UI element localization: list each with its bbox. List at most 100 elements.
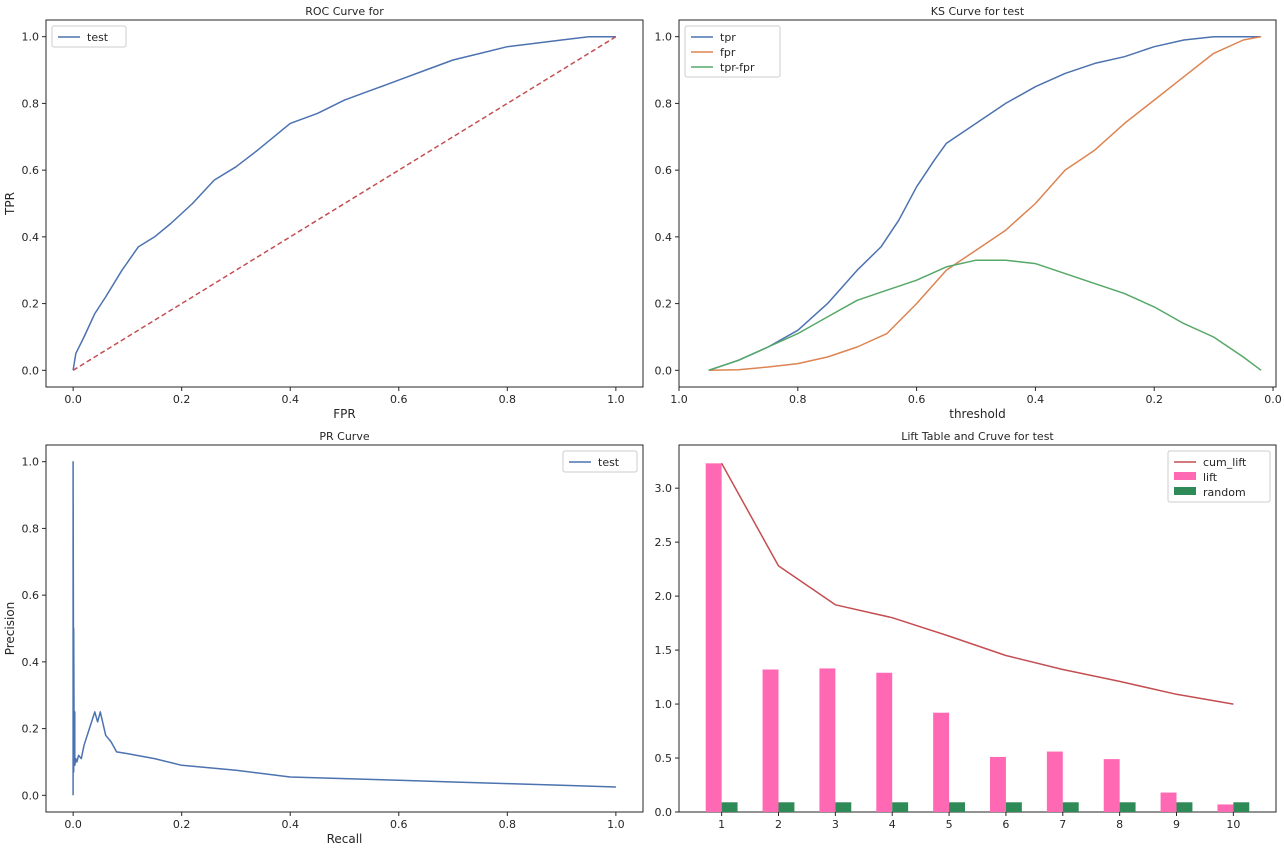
bar-lift: [876, 672, 893, 812]
x-tick-label: 0.8: [789, 393, 807, 406]
chart-title: ROC Curve for: [305, 5, 384, 18]
chart-pr: PR Curve Recall Precision 0.0 0.2 0.4 0.6 0.8 1.…: [3, 430, 644, 846]
legend-label: test: [87, 31, 109, 44]
x-tick-label: 5: [946, 818, 953, 831]
y-tick-label: 0.2: [655, 298, 673, 311]
bar-lift: [1046, 751, 1063, 812]
x-tick-label: 0.2: [1145, 393, 1163, 406]
line-diagonal: [72, 36, 617, 371]
legend-label: test: [598, 456, 620, 469]
bar-lift: [705, 463, 722, 812]
y-tick-label: 0.4: [655, 231, 673, 244]
bar-lift: [1103, 759, 1120, 812]
bar-random: [949, 802, 965, 812]
legend-frame: [562, 450, 638, 473]
y-tick-label: 2.5: [655, 536, 673, 549]
bar-random: [721, 802, 738, 812]
legend: test: [51, 25, 127, 48]
chart-title: PR Curve: [319, 430, 369, 443]
x-tick-label: 3: [832, 818, 839, 831]
legend-label: random: [1203, 486, 1246, 499]
bar-random: [1233, 802, 1250, 812]
bar-lift: [819, 668, 836, 812]
y-tick-label: 3.0: [655, 482, 673, 495]
y-tick-label: 0.6: [655, 164, 673, 177]
y-tick-label: 0.0: [655, 364, 673, 377]
y-tick-label: 0.8: [22, 97, 40, 110]
x-tick-label: 0.8: [499, 818, 517, 831]
y-tick-label: 0.6: [22, 164, 40, 177]
bar-random: [1176, 802, 1193, 812]
bar-lift: [1217, 804, 1234, 812]
plot-frame: [678, 444, 1277, 813]
x-tick-label: 9: [1173, 818, 1180, 831]
bar-random: [778, 802, 795, 812]
x-tick-label: 1.0: [607, 818, 625, 831]
bar-lift: [990, 756, 1006, 812]
x-tick-label: 0.6: [908, 393, 926, 406]
y-tick-label: 0.2: [22, 723, 40, 736]
x-tick-label: 0.4: [1027, 393, 1045, 406]
chart-roc: ROC Curve for FPR TPR 0.0 0.2 0.4 0.6 0.8 1.0 0.0…: [3, 5, 644, 421]
x-tick-label: 0.4: [281, 818, 299, 831]
y-axis-label: Precision: [3, 602, 17, 656]
x-tick-label: 0.4: [281, 393, 299, 406]
y-tick-label: 0.8: [655, 97, 673, 110]
bar-random: [1005, 802, 1022, 812]
x-tick-label: 0.2: [173, 818, 191, 831]
y-tick-label: 0.6: [22, 589, 40, 602]
legend-label: lift: [1203, 471, 1218, 484]
y-tick-label: 1.0: [22, 456, 40, 469]
x-tick-label: 1.0: [607, 393, 625, 406]
x-axis-label: FPR: [333, 407, 355, 421]
line-tpr-fpr: [708, 259, 1262, 372]
chart-title: Lift Table and Cruve for test: [901, 430, 1054, 443]
y-tick-label: 0.8: [22, 522, 40, 535]
legend: tpr fpr tpr-fpr: [684, 25, 781, 78]
bar-random: [1062, 802, 1079, 812]
x-tick-label: 0.8: [499, 393, 517, 406]
x-tick-label: 8: [1116, 818, 1123, 831]
x-tick-label: 1.0: [670, 393, 688, 406]
x-tick-label: 2: [775, 818, 782, 831]
x-axis-label: Recall: [327, 832, 363, 846]
x-tick-label: 0.0: [64, 818, 82, 831]
plot-frame: [45, 444, 644, 813]
y-tick-label: 0.0: [655, 806, 673, 819]
legend-label: fpr: [720, 46, 736, 59]
y-tick-label: 1.0: [22, 31, 40, 44]
legend-label: tpr-fpr: [720, 61, 755, 74]
plot-frame: [45, 19, 644, 388]
y-tick-label: 2.0: [655, 590, 673, 603]
x-tick-label: 7: [1059, 818, 1066, 831]
bar-lift: [762, 669, 779, 812]
y-tick-label: 0.5: [655, 752, 673, 765]
x-tick-label: 1: [718, 818, 725, 831]
y-axis-label: TPR: [3, 192, 17, 216]
x-tick-label: 10: [1226, 818, 1240, 831]
x-tick-label: 6: [1002, 818, 1009, 831]
y-tick-label: 1.5: [655, 644, 673, 657]
legend-swatch-lift: [1174, 472, 1196, 480]
y-tick-label: 0.4: [22, 656, 40, 669]
y-tick-label: 1.0: [655, 698, 673, 711]
x-tick-label: 0.6: [390, 818, 408, 831]
y-tick-label: 1.0: [655, 31, 673, 44]
legend-label: cum_lift: [1203, 456, 1247, 469]
legend-label: tpr: [720, 31, 736, 44]
x-tick-label: 0.2: [173, 393, 191, 406]
legend: test: [562, 450, 638, 473]
plot-frame: [678, 19, 1277, 388]
bar-random: [835, 802, 852, 812]
y-tick-label: 0.2: [22, 298, 40, 311]
x-tick-label: 4: [889, 818, 896, 831]
y-tick-label: 0.0: [22, 364, 40, 377]
y-tick-label: 0.0: [22, 789, 40, 802]
bar-random: [892, 802, 909, 812]
line-tpr: [708, 35, 1262, 372]
chart-lift: Lift Table and Cruve for test 1 2 3 4 5 6 7 8 9 10…: [655, 430, 1277, 831]
y-tick-label: 0.4: [22, 231, 40, 244]
line-test: [72, 460, 616, 796]
